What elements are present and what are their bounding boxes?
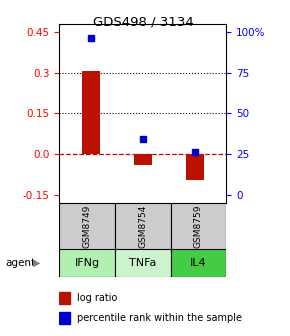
Text: GSM8759: GSM8759 — [194, 204, 203, 248]
Text: TNFa: TNFa — [129, 258, 157, 268]
Text: GSM8754: GSM8754 — [138, 204, 147, 248]
Bar — [115, 249, 171, 277]
Bar — [59, 203, 115, 249]
Text: ▶: ▶ — [33, 258, 41, 268]
Bar — [81, 71, 100, 154]
Bar — [186, 154, 204, 180]
Bar — [59, 249, 115, 277]
Text: IFNg: IFNg — [75, 258, 100, 268]
Text: IL4: IL4 — [190, 258, 207, 268]
Text: GDS498 / 3134: GDS498 / 3134 — [93, 15, 194, 28]
Bar — [59, 292, 70, 304]
Text: percentile rank within the sample: percentile rank within the sample — [77, 313, 242, 323]
Bar — [115, 203, 171, 249]
Text: log ratio: log ratio — [77, 293, 117, 303]
Bar — [59, 312, 70, 324]
Bar — [134, 154, 152, 165]
Bar — [171, 203, 226, 249]
Text: GSM8749: GSM8749 — [83, 204, 92, 248]
Text: agent: agent — [6, 258, 36, 268]
Bar — [171, 249, 226, 277]
